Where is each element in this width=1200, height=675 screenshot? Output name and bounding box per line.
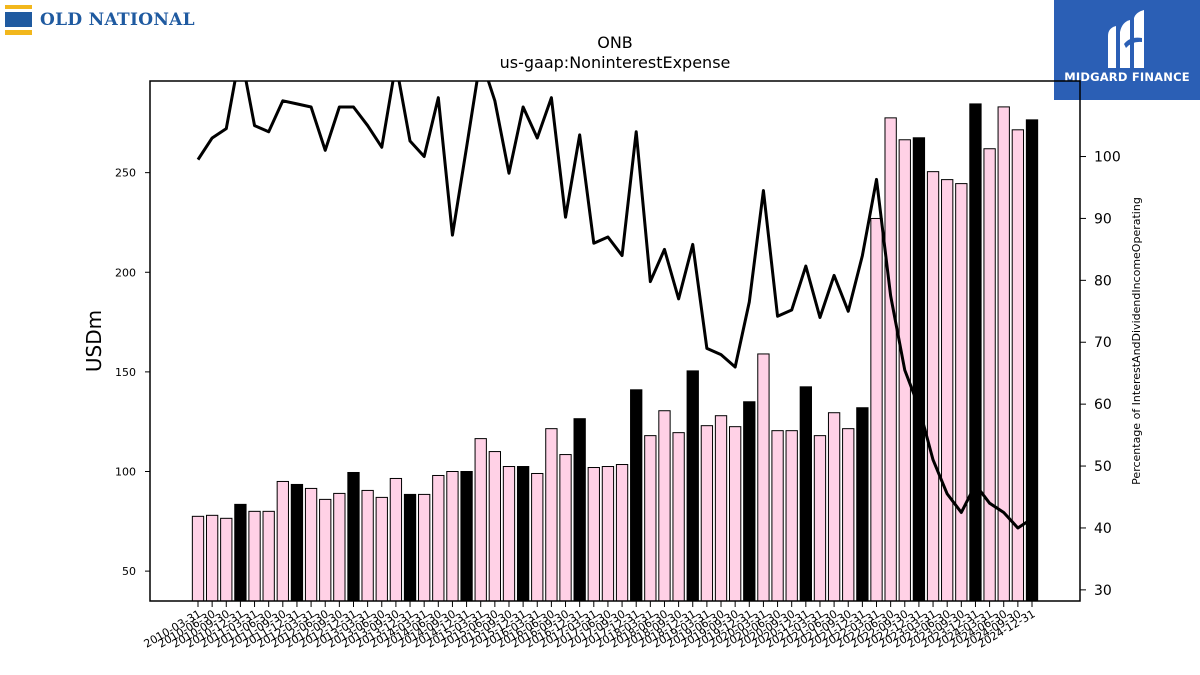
bar [333,492,346,602]
y2-tick-label: 60 [1094,397,1112,413]
y2-tick-label: 30 [1094,583,1112,599]
y2-tick-label: 50 [1094,459,1112,475]
y2-axis-label: Percentage of InterestAndDividendIncomeO… [1130,197,1143,485]
bar [926,171,940,602]
bar [516,466,530,602]
y-tick-label: 100 [115,465,136,478]
bar [870,217,883,602]
bar [644,435,657,602]
bar [658,410,671,602]
bar [700,425,714,602]
bar [276,480,289,602]
bar [248,510,261,602]
bar [474,438,487,602]
plot-frame [149,80,1081,602]
y-tick-label: 150 [115,366,136,379]
bar [545,428,558,602]
old-national-logo-mark [5,5,32,35]
y-tick-label: 250 [115,167,136,180]
bar [488,451,502,602]
chart-subtitle: us-gaap:NoninterestExpense [500,53,731,72]
bar [941,179,954,602]
bar [573,418,586,602]
bar [842,428,855,602]
bar [432,474,445,602]
bar [1011,129,1025,602]
bar [799,386,812,602]
bar [403,493,417,602]
bar [319,498,332,602]
bar [771,430,784,602]
bar [969,103,982,602]
bar [714,415,728,602]
bar [955,183,968,602]
bar [375,496,388,602]
bar [262,510,275,602]
bar [191,515,205,602]
old-national-logo: OLD NATIONAL [5,5,195,35]
old-national-logo-text: OLD NATIONAL [40,10,195,30]
bar [601,466,615,602]
y2-tick-label: 100 [1094,150,1121,166]
midgard-logo-mark [1108,10,1144,68]
bar [559,454,572,602]
bar [912,137,926,602]
bar [290,483,304,602]
bar [234,503,247,602]
bar [686,370,699,602]
series-line [196,81,1033,530]
chart-title: ONB [597,33,633,52]
bar [304,487,318,602]
bar [615,464,629,602]
y2-tick-label: 40 [1094,521,1112,537]
y-tick-label: 200 [115,266,136,279]
bar [418,493,431,602]
bar [827,412,841,602]
bar [983,148,996,602]
bar [785,430,798,602]
bar [205,514,219,602]
bar [446,471,459,602]
bar [389,477,403,602]
bar [757,353,770,602]
bar [460,471,473,602]
bar [743,401,756,602]
y2-tick-label: 70 [1094,335,1112,351]
bar [856,407,869,602]
bar [672,432,685,602]
bar [813,435,827,602]
bar [630,389,643,602]
bar [347,471,360,602]
midgard-logo-text: MIDGARD FINANCE [1064,70,1190,84]
bar [361,489,374,602]
midgard-finance-logo: MIDGARD FINANCE [1054,0,1200,100]
bar [997,106,1010,602]
bar [884,117,897,602]
bar [502,466,516,602]
bar [587,467,600,602]
y-tick-label: 50 [122,565,136,578]
bar [531,472,544,602]
bar [729,426,742,602]
bar [220,517,233,602]
y-axis-label: USDm [82,310,106,372]
y2-tick-label: 80 [1094,273,1112,289]
y2-tick-label: 90 [1094,211,1112,227]
bar [1025,119,1039,602]
